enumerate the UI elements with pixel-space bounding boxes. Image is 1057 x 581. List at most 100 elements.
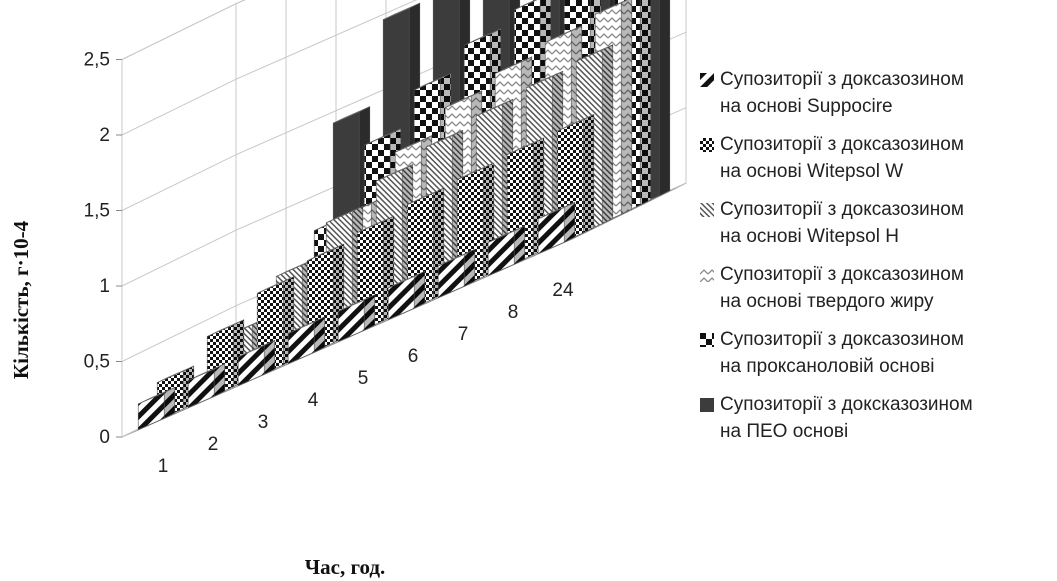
bar: [437, 248, 476, 299]
bar-top-shade: [507, 138, 544, 155]
legend-item: Супозиторії з доксазозином на основі твер…: [700, 261, 1055, 315]
legend-swatch: [700, 398, 714, 412]
y-axis-title: Кількість, г·10-4: [9, 220, 33, 379]
bar-top-shade: [414, 73, 451, 91]
legend-item: Супозиторії з доксазозином на проксанолов…: [700, 326, 1055, 380]
bar-top: [557, 114, 594, 132]
gridline: [121, 0, 246, 60]
bar-top-shade: [538, 202, 575, 219]
bar-top: [457, 162, 494, 180]
bar-top: [138, 387, 175, 405]
legend-label-line: Супозиторії з доксказозином: [720, 394, 973, 415]
legend: Супозиторії з доксазозином на основі Supp…: [700, 66, 1055, 456]
x-axis: 1 2 3 4 5 6 7 8 24: [158, 280, 574, 477]
bar-top: [383, 2, 420, 20]
bar-top: [414, 73, 451, 91]
bar-top: [188, 363, 225, 381]
bar-top-shade: [388, 271, 425, 288]
legend-item: Супозиторії з доксазозином на основі Wite…: [700, 131, 1055, 185]
legend-label: Супозиторії з доксазозином на проксанолов…: [720, 326, 964, 380]
legend-swatch-fill: [700, 203, 714, 217]
bar-top: [576, 44, 613, 62]
bar-top-shade: [383, 3, 420, 20]
bar-top-shade: [307, 244, 344, 261]
bar-top: [357, 215, 394, 233]
legend-label-line: на основі Witepsol H: [720, 226, 899, 247]
bar-top-shade: [357, 216, 394, 233]
bar-side-shade: [514, 225, 525, 265]
bar-top: [538, 202, 575, 220]
bar: [487, 225, 526, 277]
bar-top-shade: [545, 25, 582, 43]
bar-side-shade: [621, 0, 632, 215]
bar-top: [326, 205, 363, 224]
bar-top-shade: [526, 71, 563, 88]
bar-top: [507, 137, 544, 155]
bar-top-shade: [338, 294, 375, 312]
x-tick-label: 3: [258, 412, 269, 433]
legend-label-line: на основі твердого жиру: [720, 291, 934, 312]
bar-top: [545, 25, 582, 43]
bar-top-shade: [476, 99, 513, 116]
bar: [287, 316, 326, 365]
bar-top: [338, 294, 375, 312]
legend-label: Супозиторії з доксазозином на основі твер…: [720, 261, 964, 315]
x-tick-label: 1: [158, 456, 169, 477]
y-axis: 0 0,5 1 1,5 2 2,5: [84, 50, 122, 448]
bar-top: [257, 276, 294, 294]
legend-label-line: Супозиторії з доксазозином: [720, 329, 964, 350]
legend-swatch-fill: [700, 268, 714, 282]
x-axis-title: Час, год.: [305, 555, 386, 579]
bar-top-shade: [464, 28, 501, 46]
bar-top-shade: [364, 128, 401, 146]
bar-top-shade: [495, 56, 532, 74]
legend-label-line: на основі Witepsol W: [720, 161, 904, 182]
bar: [537, 201, 576, 255]
bar-side: [658, 0, 671, 197]
legend-label-line: Супозиторії з доксазозином: [720, 199, 964, 220]
bar-top-shade: [445, 90, 482, 108]
legend-label: Супозиторії з доксказозином на ПЕО основі: [720, 391, 973, 445]
bar-top-shade: [288, 316, 325, 334]
legend-label-line: Супозиторії з доксазозином: [720, 264, 964, 285]
bar-top: [238, 340, 275, 358]
legend-swatch: [700, 203, 714, 217]
x-tick-label: 2: [208, 434, 219, 455]
plot-area: [137, 0, 671, 431]
legend-label-line: на основі Suppocire: [720, 96, 893, 117]
bar-side-shade: [564, 202, 575, 243]
x-tick-label: 8: [508, 302, 519, 323]
y-tick-label: 2: [99, 125, 110, 146]
bar-top-shade: [426, 130, 463, 148]
legend-swatch: [700, 333, 714, 347]
bar-top-shade: [207, 319, 244, 337]
bar-side-shade: [414, 271, 425, 309]
bar-side-shade: [164, 387, 175, 419]
bar-top-shade: [276, 259, 313, 277]
bar: [237, 339, 276, 387]
bar-top-shade: [333, 106, 370, 124]
legend-swatch-fill: [700, 333, 714, 347]
bar-top-shade: [326, 206, 363, 223]
x-tick-label: 5: [358, 368, 369, 389]
legend-swatch-fill: [700, 398, 714, 412]
bar-top-shade: [238, 340, 275, 357]
legend-label: Супозиторії з доксазозином на основі Supp…: [720, 66, 964, 120]
bar-side-shade: [602, 44, 613, 224]
bar-side-shade: [583, 114, 594, 233]
legend-item: Супозиторії з доксазозином на основі Supp…: [700, 66, 1055, 120]
legend-swatch-fill: [700, 138, 714, 152]
bar-top: [333, 106, 370, 124]
legend-swatch: [700, 73, 714, 87]
bar-top: [157, 365, 194, 383]
bar-top-shade: [438, 249, 475, 266]
x-tick-label: 7: [458, 324, 469, 345]
bar-top: [388, 271, 425, 289]
bar-side-shade: [214, 363, 225, 397]
bar-top: [307, 243, 344, 262]
legend-item: Супозиторії з доксказозином на ПЕО основі: [700, 391, 1055, 445]
bar: [137, 386, 176, 431]
legend-swatch: [700, 268, 714, 282]
bar: [387, 270, 426, 321]
